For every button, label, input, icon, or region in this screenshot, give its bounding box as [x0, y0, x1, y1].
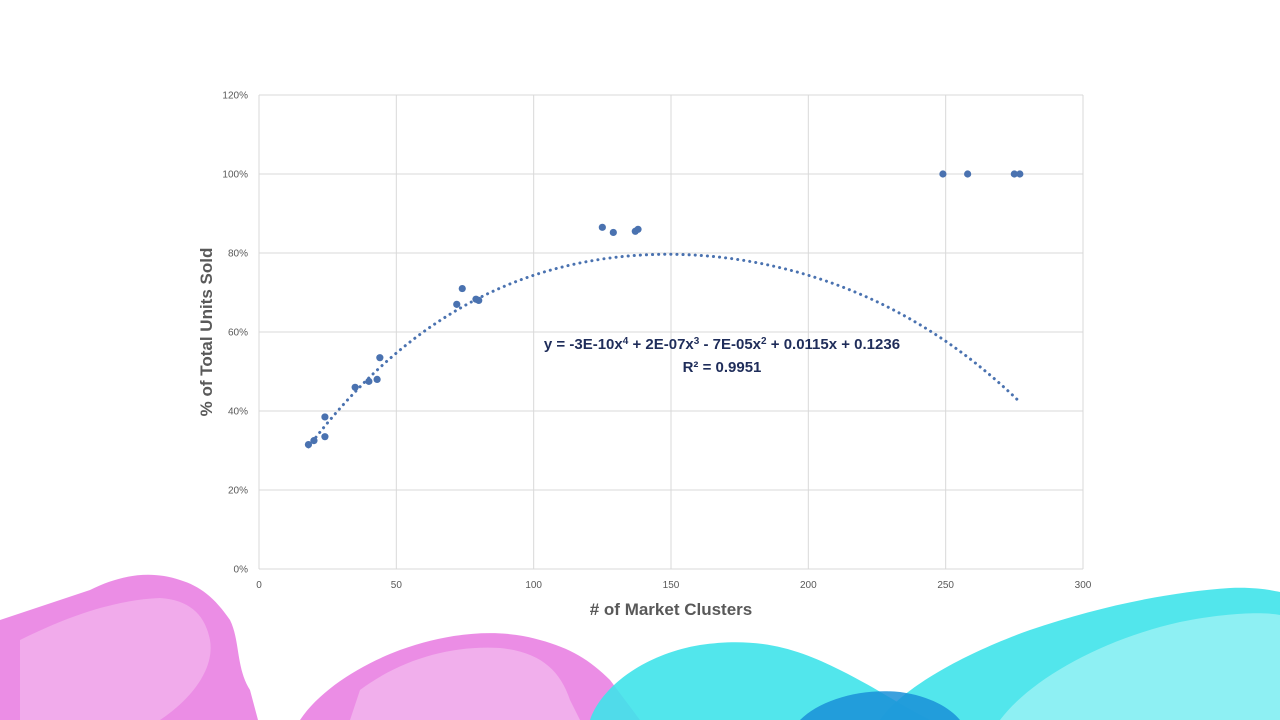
data-point — [304, 440, 313, 449]
data-point — [365, 377, 373, 385]
y-tick-label: 100% — [222, 170, 248, 181]
data-point — [321, 433, 329, 441]
x-axis-tick-labels: 0 50 100 150 200 250 300 — [256, 580, 1092, 591]
x-tick-label: 200 — [800, 580, 817, 591]
x-axis-title: # of Market Clusters — [590, 600, 753, 619]
data-point — [453, 300, 461, 308]
cyan-splash-right-light — [1000, 613, 1280, 720]
trendline-equation: y = -3E-10x4 + 2E-07x3 - 7E-05x2 + 0.011… — [544, 336, 900, 354]
y-axis-title: % of Total Units Sold — [197, 248, 216, 417]
data-point — [321, 413, 329, 421]
x-tick-label: 150 — [663, 580, 680, 591]
data-point — [351, 383, 359, 391]
x-tick-label: 100 — [525, 580, 542, 591]
data-point — [475, 296, 483, 304]
data-point — [1010, 170, 1018, 178]
y-axis-tick-labels: 0% 20% 40% 60% 80% 100% 120% — [222, 91, 248, 576]
data-point — [310, 437, 318, 445]
blue-splash-accent — [800, 691, 960, 720]
r-squared-label: R² = 0.9951 — [683, 359, 762, 376]
data-point — [373, 375, 381, 383]
y-tick-label: 60% — [228, 328, 248, 339]
x-tick-label: 250 — [937, 580, 954, 591]
data-points — [304, 170, 1024, 449]
pink-splash-center-light — [350, 647, 580, 720]
data-point — [458, 284, 466, 293]
y-tick-label: 0% — [234, 565, 249, 576]
data-point — [609, 228, 617, 237]
y-tick-label: 40% — [228, 407, 248, 418]
x-tick-label: 50 — [391, 580, 403, 591]
x-tick-label: 0 — [256, 580, 262, 591]
y-tick-label: 120% — [222, 91, 248, 102]
y-tick-label: 80% — [228, 249, 248, 260]
data-point — [634, 225, 642, 233]
data-point — [1016, 170, 1024, 178]
data-point — [376, 354, 384, 362]
pink-splash-left-light — [20, 598, 211, 720]
x-tick-label: 300 — [1075, 580, 1092, 591]
polynomial-trendline — [306, 252, 1022, 449]
y-tick-label: 20% — [228, 486, 248, 497]
data-point — [598, 223, 606, 231]
data-point — [964, 170, 972, 178]
data-point — [939, 170, 947, 178]
